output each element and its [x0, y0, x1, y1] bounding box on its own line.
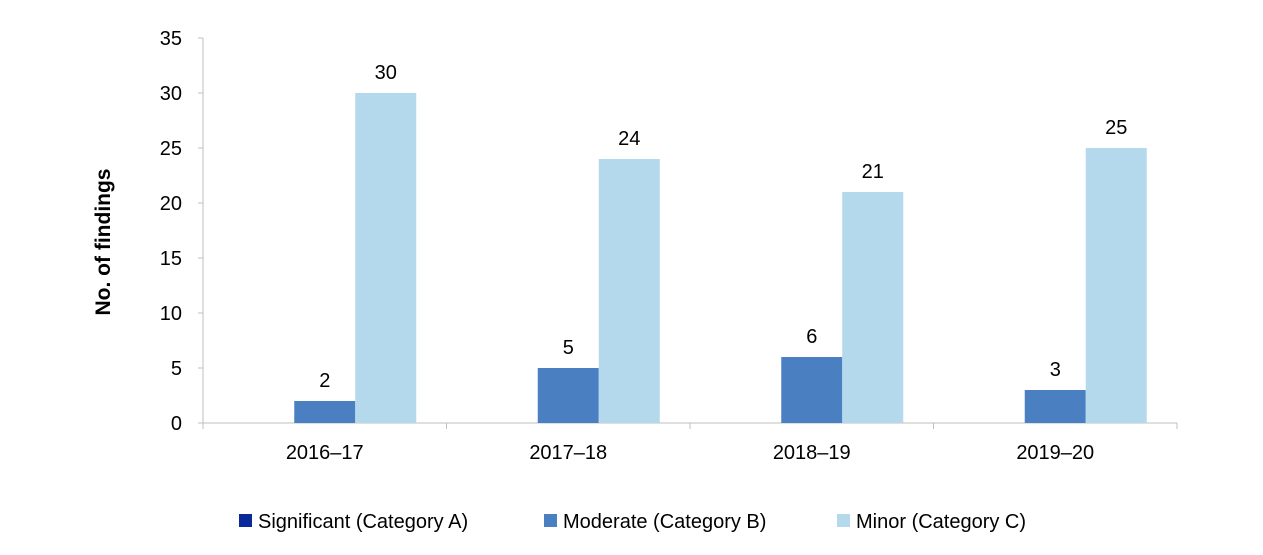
bar: [842, 192, 904, 423]
data-label: 25: [1105, 117, 1127, 139]
legend-label: Moderate (Category B): [563, 511, 766, 533]
bar: [537, 368, 599, 423]
legend-swatch: [837, 514, 850, 527]
y-tick-label: 30: [160, 83, 182, 105]
bar: [781, 357, 843, 423]
y-axis: 0 5 10 15 20 25 30 35: [160, 28, 204, 435]
y-tick-label: 10: [160, 303, 182, 325]
y-axis-title: No. of findings: [92, 169, 115, 316]
data-label: 24: [618, 128, 640, 150]
y-tick-label: 20: [160, 193, 182, 215]
data-label: 3: [1050, 359, 1061, 381]
x-tick-label: 2018–19: [773, 442, 851, 464]
data-label: 2: [319, 370, 330, 392]
data-label: 6: [806, 326, 817, 348]
legend-label: Minor (Category C): [856, 511, 1026, 533]
bar: [294, 401, 356, 423]
legend: Significant (Category A) Moderate (Catego…: [239, 511, 1026, 533]
legend-swatch: [239, 514, 252, 527]
data-label: 5: [563, 337, 574, 359]
bar: [1024, 390, 1086, 423]
y-tick-label: 35: [160, 28, 182, 50]
legend-label: Significant (Category A): [258, 511, 468, 533]
x-tick-label: 2019–20: [1016, 442, 1094, 464]
legend-swatch: [544, 514, 557, 527]
bar: [355, 93, 417, 423]
x-tick-label: 2016–17: [286, 442, 364, 464]
bar: [598, 159, 660, 423]
x-axis: 2016–17 2017–18 2018–19 2019–20: [202, 422, 1178, 464]
data-label: 30: [375, 62, 397, 84]
y-tick-label: 5: [171, 358, 182, 380]
data-labels: 2 30 5 24 6 21 3 25: [319, 62, 1127, 392]
y-tick-label: 0: [171, 413, 182, 435]
bars: [294, 93, 1147, 423]
data-label: 21: [862, 161, 884, 183]
x-tick-label: 2017–18: [529, 442, 607, 464]
bar: [1085, 148, 1147, 423]
y-tick-label: 15: [160, 248, 182, 270]
y-tick-label: 25: [160, 138, 182, 160]
